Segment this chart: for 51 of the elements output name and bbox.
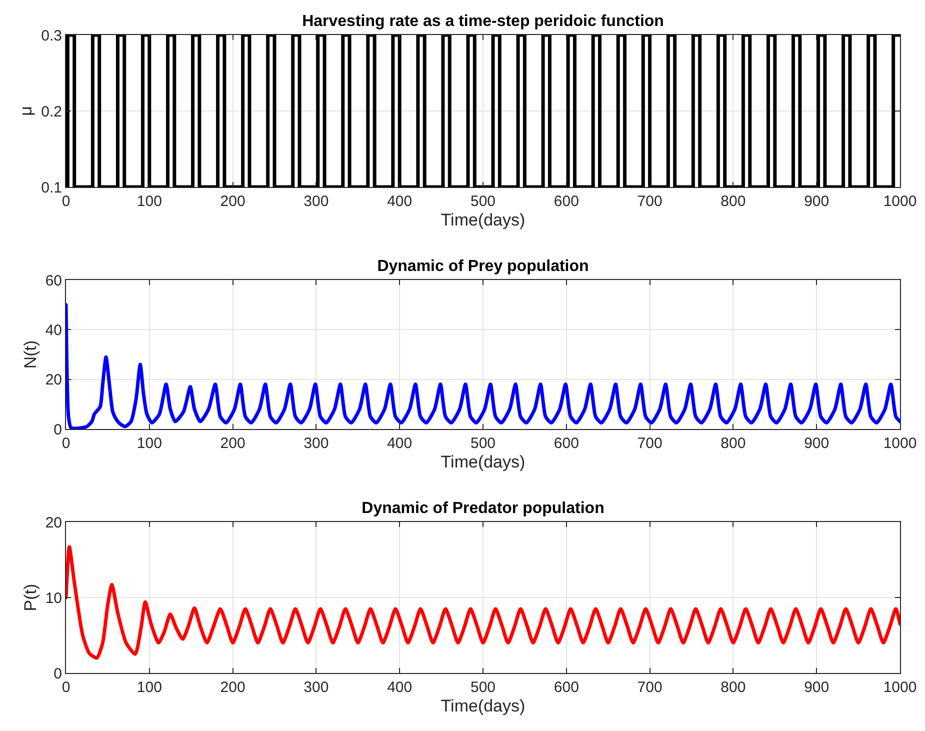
x-tick-label: 100	[136, 435, 162, 452]
x-tick-label: 400	[387, 679, 412, 696]
x-tick-label: 1000	[883, 193, 917, 210]
x-tick-label: 500	[470, 679, 496, 696]
x-axis-title: Time(days)	[440, 452, 526, 472]
x-tick-label: 1000	[883, 679, 917, 696]
y-tick-label: 20	[45, 372, 62, 389]
x-tick-label: 1000	[883, 435, 917, 452]
x-tick-label: 200	[220, 679, 246, 696]
y-tick-label: 0.1	[41, 179, 62, 196]
x-axis-title: Time(days)	[440, 210, 526, 230]
x-tick-label: 300	[304, 435, 329, 452]
x-tick-label: 800	[720, 435, 746, 452]
x-tick-label: 900	[804, 679, 830, 696]
x-tick-label: 300	[304, 679, 329, 696]
x-tick-label: 700	[637, 435, 662, 452]
x-tick-label: 300	[304, 193, 329, 210]
x-tick-label: 500	[470, 435, 496, 452]
x-tick-label: 700	[637, 193, 662, 210]
line-series	[66, 303, 900, 429]
y-tick-label: 20	[45, 514, 62, 532]
x-tick-label: 500	[470, 193, 496, 210]
y-tick-label: 60	[45, 272, 62, 290]
y-tick-label: 10	[45, 590, 62, 607]
x-tick-label: 200	[220, 435, 246, 452]
chart-title: Harvesting rate as a time-step peridoic function	[302, 13, 664, 30]
x-tick-label: 800	[720, 193, 746, 210]
y-tick-label: 0	[54, 421, 62, 438]
x-tick-label: 700	[637, 679, 662, 696]
y-axis-title: N(t)	[20, 340, 40, 369]
x-tick-label: 200	[220, 193, 246, 210]
x-tick-label: 600	[554, 679, 579, 696]
x-tick-label: 600	[554, 435, 579, 452]
x-tick-label: 600	[554, 193, 579, 210]
line-series	[66, 545, 900, 660]
y-tick-label: 0.2	[41, 103, 62, 120]
y-axis-title: μ	[16, 106, 36, 116]
x-tick-label: 400	[387, 193, 412, 210]
x-tick-label: 100	[136, 679, 162, 696]
x-tick-label: 800	[720, 679, 746, 696]
x-tick-label: 900	[804, 435, 830, 452]
chart-title: Dynamic of Prey population	[377, 258, 589, 275]
y-axis-title: P(t)	[20, 584, 40, 612]
x-tick-label: 400	[387, 435, 412, 452]
chart-title: Dynamic of Predator population	[362, 500, 604, 517]
x-axis-title: Time(days)	[440, 696, 526, 716]
x-tick-label: 100	[136, 193, 162, 210]
x-tick-label: 900	[804, 193, 830, 210]
y-tick-label: 0	[54, 665, 62, 682]
y-tick-label: 40	[45, 322, 62, 339]
y-tick-label: 0.3	[41, 27, 62, 44]
